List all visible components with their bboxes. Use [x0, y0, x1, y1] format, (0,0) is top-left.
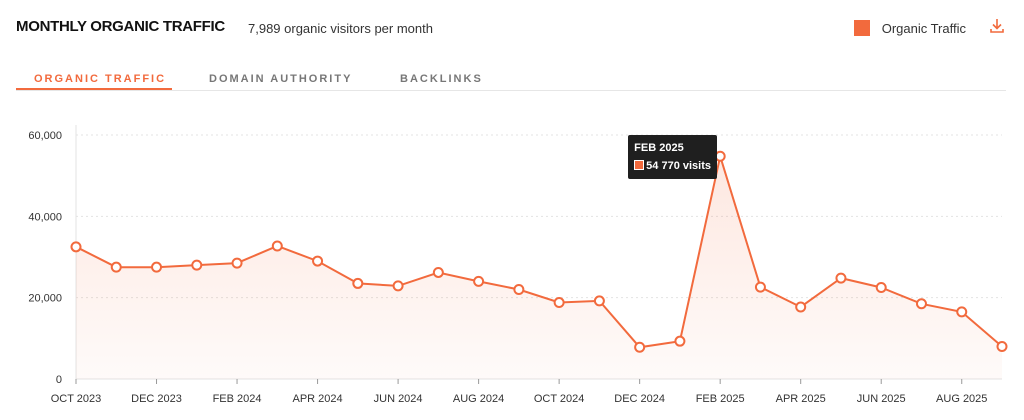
data-point	[432, 266, 444, 278]
data-point	[271, 240, 283, 252]
data-point	[795, 301, 807, 313]
tab-bar: ORGANIC TRAFFIC DOMAIN AUTHORITY BACKLIN…	[16, 66, 1006, 91]
tab-domain-authority[interactable]: DOMAIN AUTHORITY	[209, 73, 353, 85]
x-tick-label: APR 2024	[292, 393, 342, 405]
data-point	[754, 281, 766, 293]
x-tick-label: DEC 2023	[131, 393, 182, 405]
traffic-area	[76, 156, 1002, 379]
y-tick-label: 40,000	[28, 211, 62, 223]
y-tick-label: 20,000	[28, 293, 62, 305]
page-title: MONTHLY ORGANIC TRAFFIC	[16, 18, 225, 35]
data-point	[674, 335, 686, 347]
chart-header: MONTHLY ORGANIC TRAFFIC 7,989 organic vi…	[0, 0, 1024, 60]
data-point	[875, 282, 887, 293]
data-point	[835, 272, 847, 284]
x-tick-label: AUG 2024	[453, 393, 504, 405]
x-tick-label: APR 2025	[776, 393, 826, 405]
line-layer	[75, 152, 1003, 349]
data-point	[956, 306, 968, 318]
data-point	[593, 295, 605, 307]
tab-organic-traffic[interactable]: ORGANIC TRAFFIC	[34, 73, 167, 85]
data-point	[513, 284, 525, 296]
x-tick-label: JUN 2024	[374, 393, 423, 405]
data-point	[553, 297, 565, 309]
active-tab-indicator	[16, 88, 172, 90]
tab-backlinks[interactable]: BACKLINKS	[400, 73, 483, 85]
tooltip-title: FEB 2025	[634, 142, 684, 155]
data-point	[70, 241, 82, 253]
tooltip-value-row: 54 770 visits	[634, 157, 711, 175]
data-point	[110, 261, 122, 273]
y-tick-label: 60,000	[28, 130, 62, 142]
data-point	[191, 259, 203, 271]
x-tick-label: OCT 2024	[534, 393, 585, 405]
area-layer	[76, 156, 1002, 379]
data-point	[151, 261, 163, 273]
traffic-line	[75, 152, 1003, 349]
traffic-chart: 0 20,000 40,000 60,000 OCT 2023 DEC 2023 FEB 2…	[28, 125, 1008, 405]
data-point	[352, 277, 364, 289]
tooltip-swatch	[634, 160, 645, 171]
x-tick-label: AUG 2025	[936, 393, 987, 405]
data-point	[392, 280, 404, 292]
y-tick-label: 0	[56, 374, 62, 386]
x-tick-label: FEB 2025	[696, 393, 745, 405]
data-point	[231, 257, 243, 269]
x-tick-label: OCT 2023	[51, 393, 102, 405]
data-point	[312, 255, 324, 267]
chart-legend[interactable]: Organic Traffic	[853, 20, 966, 36]
tooltip-value: 54 770 visits	[646, 160, 712, 173]
data-point	[714, 150, 726, 162]
point-layer	[70, 150, 1008, 353]
x-tick-label: JUN 2025	[857, 393, 906, 405]
download-icon[interactable]	[988, 17, 1006, 35]
data-tooltip: FEB 2025 54 770 visits	[628, 135, 718, 180]
data-point	[915, 298, 927, 310]
data-point	[473, 275, 485, 287]
data-point	[996, 341, 1008, 353]
x-tick-label: FEB 2024	[213, 393, 262, 405]
visitors-summary: 7,989 organic visitors per month	[248, 21, 433, 36]
legend-swatch	[853, 20, 870, 36]
x-tick-label: DEC 2024	[614, 393, 665, 405]
legend-label: Organic Traffic	[881, 20, 966, 36]
axis-layer: 0 20,000 40,000 60,000 OCT 2023 DEC 2023 FEB 2…	[28, 130, 987, 405]
data-point	[634, 341, 646, 353]
